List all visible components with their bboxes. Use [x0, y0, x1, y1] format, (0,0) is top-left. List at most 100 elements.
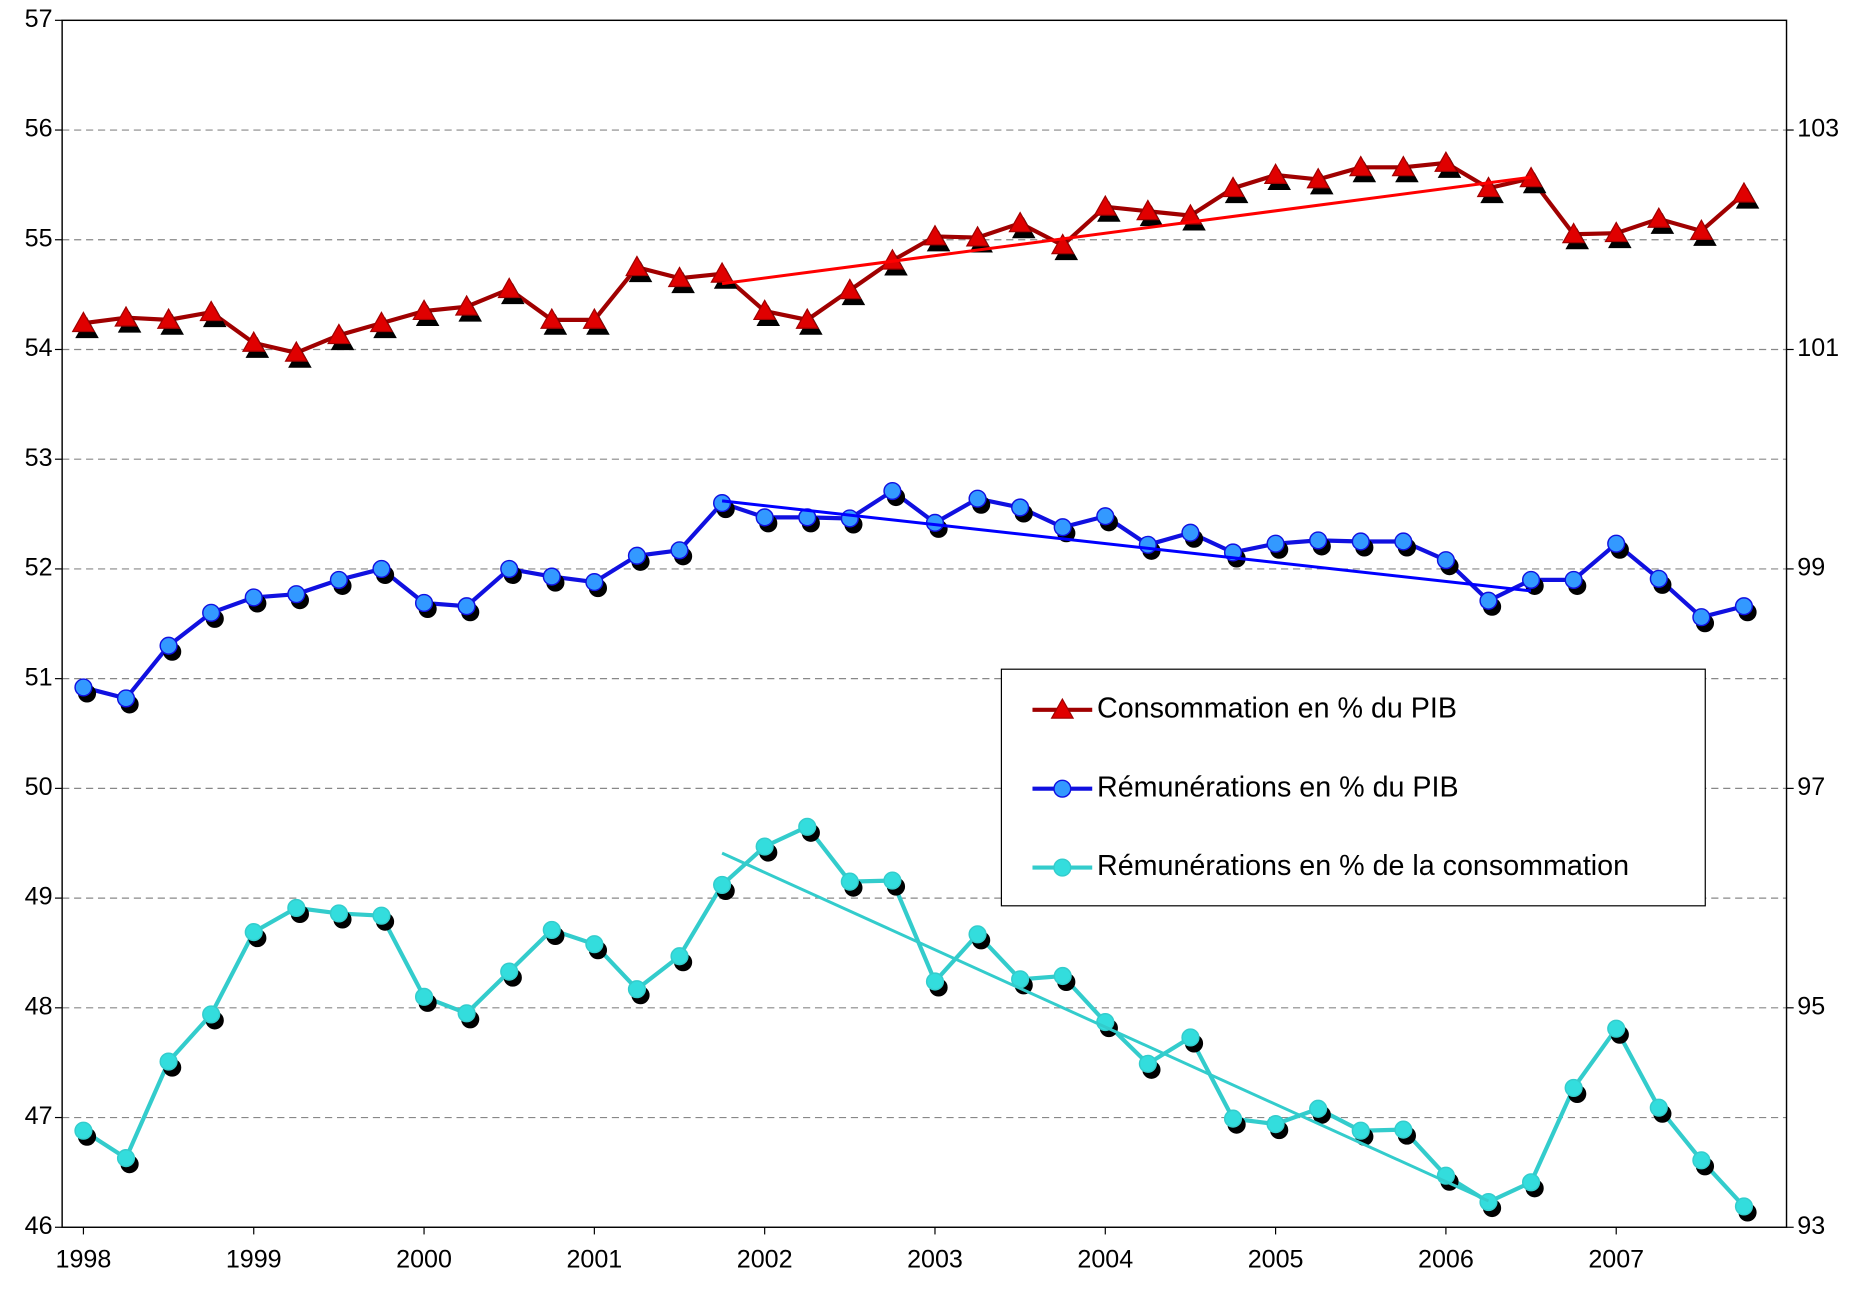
point-marker — [1436, 551, 1455, 570]
legend: Consommation en % du PIB Rémunérations en… — [1000, 668, 1706, 907]
point-marker — [457, 1004, 476, 1023]
point-marker — [542, 920, 561, 939]
point-marker — [1136, 199, 1160, 221]
point-marker — [1266, 534, 1285, 553]
x-tick-label: 2007 — [1588, 1245, 1644, 1273]
point-marker — [284, 340, 309, 362]
y2-tick-label: 103 — [1797, 115, 1839, 143]
point-marker — [795, 307, 820, 329]
point-marker — [840, 872, 859, 891]
point-marker — [1434, 150, 1458, 172]
point-marker — [1647, 206, 1671, 228]
point-marker — [627, 546, 647, 565]
point-marker — [923, 224, 947, 246]
point-marker — [114, 305, 138, 327]
x-tick-label: 2000 — [396, 1245, 452, 1273]
point-marker — [1181, 1028, 1200, 1047]
point-marker — [159, 636, 178, 655]
y2-tick-label: 97 — [1797, 773, 1825, 801]
trend-line — [721, 851, 1490, 1203]
point-marker — [625, 255, 649, 277]
point-marker — [1351, 1121, 1370, 1140]
point-marker — [1093, 194, 1118, 216]
point-marker — [287, 585, 306, 604]
series-line — [83, 160, 1746, 355]
point-marker — [74, 678, 93, 697]
point-marker — [1394, 532, 1413, 551]
y-tick-label: 56 — [25, 115, 53, 143]
y-tick-label: 50 — [25, 773, 53, 801]
y2-tick-label: 93 — [1797, 1212, 1825, 1240]
point-marker — [713, 494, 732, 513]
point-marker — [372, 559, 391, 579]
y-tick-label: 49 — [25, 883, 53, 911]
point-marker — [287, 898, 306, 918]
point-marker — [1138, 535, 1157, 554]
point-marker — [710, 261, 734, 283]
y2-tick-label: 101 — [1797, 334, 1839, 362]
y2-tick-label: 95 — [1797, 992, 1825, 1020]
legend-label: Rémunérations en % de la consommation — [1097, 850, 1629, 882]
point-marker — [202, 603, 221, 622]
legend-marker — [1053, 779, 1072, 798]
point-marker — [752, 299, 777, 321]
point-marker — [244, 923, 263, 942]
point-marker — [1479, 591, 1498, 610]
point-marker — [883, 871, 902, 890]
point-marker — [1732, 181, 1756, 203]
point-marker — [755, 508, 774, 527]
x-tick-label: 1999 — [226, 1245, 282, 1273]
point-marker — [968, 489, 987, 508]
point-marker — [412, 299, 436, 321]
y-tick-label: 55 — [25, 224, 53, 252]
point-marker — [582, 307, 607, 329]
point-marker — [159, 1052, 178, 1071]
y-tick-label: 57 — [25, 5, 53, 33]
point-marker — [1050, 233, 1075, 255]
point-marker — [1221, 176, 1245, 198]
point-marker — [1306, 167, 1330, 189]
legend-marker — [1050, 697, 1075, 719]
point-marker — [1607, 1019, 1626, 1038]
point-marker — [1521, 1173, 1541, 1192]
point-marker — [329, 570, 348, 589]
point-marker — [156, 307, 181, 329]
point-marker — [798, 817, 817, 836]
point-marker — [883, 481, 902, 501]
x-tick-label: 2004 — [1077, 1245, 1133, 1273]
point-marker — [1266, 1115, 1285, 1134]
point-marker — [1263, 163, 1288, 184]
point-marker — [241, 330, 266, 352]
point-marker — [1394, 1120, 1413, 1139]
series-line — [82, 824, 1746, 1208]
plot-border — [61, 19, 1788, 1228]
point-marker — [202, 1005, 221, 1024]
point-marker — [585, 935, 604, 954]
point-marker — [1348, 155, 1373, 177]
point-marker — [670, 947, 689, 966]
x-tick-label: 2005 — [1248, 1245, 1304, 1273]
point-marker — [1734, 1197, 1754, 1216]
trend-line — [721, 499, 1532, 593]
point-marker — [457, 597, 476, 616]
y-tick-label: 54 — [25, 334, 53, 362]
point-marker — [1649, 1098, 1668, 1117]
point-marker — [74, 1121, 93, 1140]
point-marker — [454, 294, 479, 316]
chart-area: 46 47 48 49 50 51 52 53 54 55 56 57 93 95 97 99 101 103 19… — [25, 5, 1839, 1273]
point-marker — [1561, 222, 1586, 244]
point-marker — [1734, 597, 1754, 616]
legend-label: Rémunérations en % du PIB — [1097, 771, 1459, 803]
x-tick-label: 2003 — [907, 1245, 963, 1273]
point-marker — [542, 567, 561, 586]
point-marker — [1476, 176, 1501, 198]
point-marker — [1178, 203, 1203, 225]
point-marker — [1053, 966, 1072, 986]
point-marker — [1096, 507, 1115, 526]
x-tick-label: 2001 — [566, 1245, 622, 1273]
point-marker — [1564, 1078, 1583, 1097]
point-marker — [71, 311, 96, 333]
point-marker — [755, 837, 774, 856]
point-marker — [667, 266, 692, 288]
